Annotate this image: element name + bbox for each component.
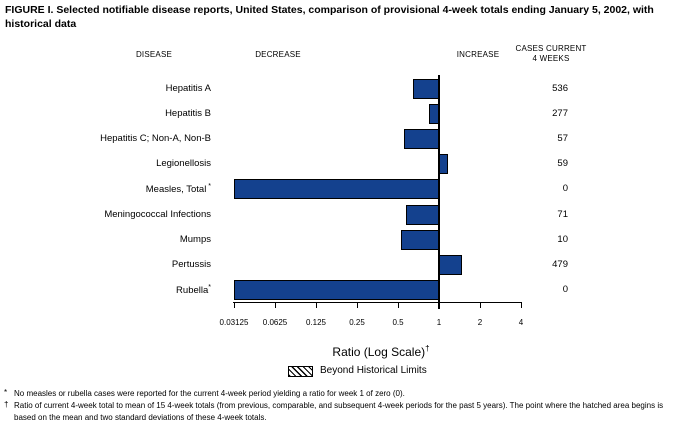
- column-header-increase: INCREASE: [456, 50, 500, 59]
- disease-label-text: Legionellosis: [156, 158, 211, 170]
- x-axis-label: Ratio (Log Scale)†: [281, 344, 481, 359]
- cases-value: 71: [557, 208, 568, 220]
- footnote-text: No measles or rubella cases were reporte…: [14, 389, 405, 398]
- x-axis-tick: [315, 302, 317, 308]
- footnote: * No measles or rubella cases were report…: [4, 388, 686, 400]
- x-axis-tick-label: 4: [518, 318, 524, 327]
- disease-label: Legionellosis: [0, 158, 211, 169]
- footnote-marker: *: [4, 388, 8, 397]
- disease-label-text: Measles, Total: [145, 184, 207, 196]
- cases-value: 0: [562, 283, 568, 295]
- x-axis-tick: [520, 302, 522, 308]
- ratio-bar: [412, 79, 440, 99]
- x-axis-tick: [274, 302, 276, 308]
- disease-label-text: Pertussis: [171, 258, 211, 270]
- baseline-axis-ratio-1: [438, 75, 440, 303]
- x-axis-label-text: Ratio (Log Scale): [332, 345, 426, 359]
- footnotes: * No measles or rubella cases were report…: [4, 388, 686, 424]
- x-axis-line: [233, 302, 522, 303]
- cases-value: 57: [557, 133, 568, 145]
- cases-value: 59: [557, 158, 568, 170]
- figure-title: FIGURE I. Selected notifiable disease re…: [5, 4, 654, 30]
- disease-label: Pertussis: [0, 259, 211, 270]
- footnote-marker: †: [4, 400, 9, 409]
- disease-label: Rubella*: [0, 284, 211, 296]
- disease-label: Hepatitis A: [0, 83, 211, 94]
- x-axis-tick-label: 0.25: [349, 318, 365, 327]
- disease-label-text: Rubella: [176, 284, 209, 296]
- x-axis-tick: [233, 302, 235, 308]
- cases-value: 277: [552, 108, 568, 120]
- column-header-decrease: DECREASE: [255, 50, 301, 59]
- x-axis-tick-label: 0.0625: [262, 318, 288, 327]
- hatched-swatch-icon: [288, 366, 313, 377]
- legend-label: Beyond Historical Limits: [320, 365, 427, 376]
- x-axis-tick-label: 0.03125: [219, 318, 249, 327]
- disease-label: Hepatitis B: [0, 108, 211, 119]
- column-header-cases-line2: 4 WEEKS: [532, 53, 570, 63]
- ratio-bar: [234, 179, 440, 200]
- disease-label: Mumps: [0, 234, 211, 245]
- disease-label-text: Hepatitis A: [165, 83, 211, 94]
- disease-label-text: Meningococcal Infections: [104, 208, 211, 220]
- ratio-bar: [403, 129, 440, 150]
- disease-label: Meningococcal Infections: [0, 209, 211, 220]
- ratio-bar: [405, 204, 440, 225]
- footnote: † Ratio of current 4-week total to mean o…: [4, 400, 686, 424]
- disease-label: Hepatitis C; Non-A, Non-B: [0, 133, 211, 144]
- x-axis-tick-label: 0.5: [392, 318, 404, 327]
- column-header-cases-line1: CASES CURRENT: [515, 44, 587, 53]
- disease-label-text: Hepatitis C; Non-A, Non-B: [100, 133, 211, 145]
- cases-value: 479: [552, 258, 568, 270]
- cases-value: 0: [562, 183, 568, 195]
- column-header-disease: DISEASE: [135, 50, 173, 59]
- dagger-marker: †: [425, 344, 430, 353]
- x-axis-tick: [356, 302, 358, 308]
- cases-value: 536: [552, 83, 568, 94]
- column-header-cases: CASES CURRENT 4 WEEKS: [496, 44, 606, 63]
- x-axis-tick-label: 2: [477, 318, 483, 327]
- disease-label: Measles, Total *: [0, 183, 211, 195]
- x-axis-tick: [479, 302, 481, 308]
- asterisk-marker: *: [206, 183, 211, 191]
- x-axis-tick-label: 0.125: [305, 318, 327, 327]
- x-axis-tick: [397, 302, 399, 308]
- asterisk-marker: *: [208, 283, 211, 291]
- cases-value: 10: [557, 233, 568, 245]
- ratio-bar: [439, 154, 449, 175]
- x-axis-tick-label: 1: [436, 318, 442, 327]
- x-axis-tick: [438, 302, 440, 309]
- ratio-bar: [401, 229, 440, 250]
- ratio-bar: [234, 279, 440, 300]
- footnote-text: Ratio of current 4-week total to mean of…: [14, 401, 664, 422]
- disease-label-text: Mumps: [179, 233, 211, 245]
- ratio-bar: [439, 254, 462, 275]
- disease-label-text: Hepatitis B: [165, 108, 211, 120]
